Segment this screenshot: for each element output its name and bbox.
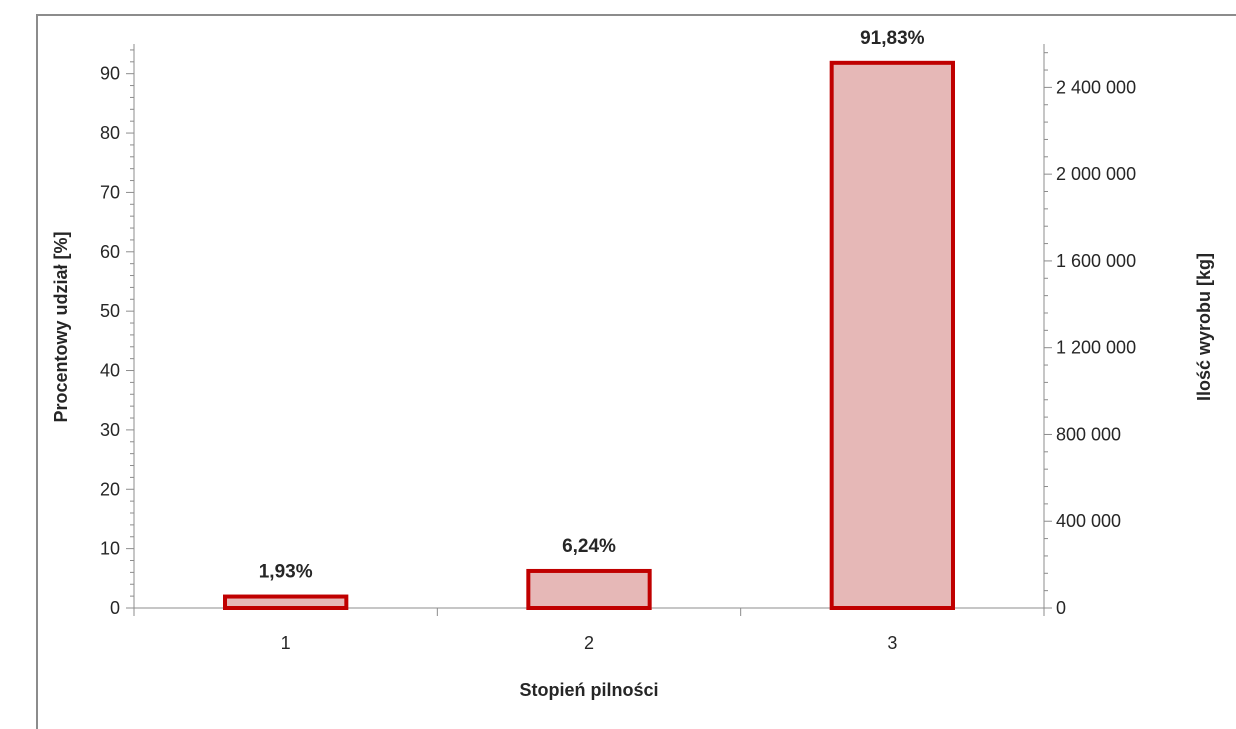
right-tick-label: 2 400 000 [1056, 77, 1136, 97]
data-label: 91,83% [860, 28, 925, 49]
bar-category-2 [526, 568, 652, 610]
bar-series [223, 60, 956, 611]
right-tick-label: 400 000 [1056, 511, 1121, 531]
x-axis-title: Stopień pilności [519, 680, 658, 700]
right-tick-label: 2 000 000 [1056, 164, 1136, 184]
left-y-axis: 0 10 20 30 40 50 60 70 80 90 [100, 44, 135, 618]
right-tick-label: 0 [1056, 598, 1066, 618]
data-label: 6,24% [562, 536, 616, 557]
left-tick-label: 30 [100, 420, 120, 440]
data-label: 1,93% [259, 562, 313, 583]
left-tick-label: 90 [100, 64, 120, 84]
left-tick-label: 40 [100, 361, 120, 381]
right-tick-label: 1 600 000 [1056, 251, 1136, 271]
right-y-axis-title: Ilość wyrobu [kg] [1194, 253, 1214, 401]
left-tick-label: 20 [100, 479, 120, 499]
right-tick-label: 1 200 000 [1056, 338, 1136, 358]
x-tick-label: 3 [887, 633, 897, 653]
right-y-axis: 0 400 000 800 000 1 200 000 1 600 000 2 000 0… [1043, 44, 1136, 618]
left-tick-label: 70 [100, 182, 120, 202]
x-tick-label: 1 [281, 633, 291, 653]
right-tick-label: 800 000 [1056, 424, 1121, 444]
left-tick-label: 10 [100, 539, 120, 559]
x-tick-label: 2 [584, 633, 594, 653]
bar-category-1 [223, 594, 349, 610]
left-tick-label: 60 [100, 242, 120, 262]
left-tick-label: 50 [100, 301, 120, 321]
left-y-axis-title: Procentowy udział [%] [51, 231, 71, 422]
data-labels: 1,93% 6,24% 91,83% [259, 28, 925, 583]
bar-category-3 [829, 60, 956, 611]
x-axis: 1 2 3 [133, 607, 1045, 653]
left-tick-label: 0 [110, 598, 120, 618]
left-tick-label: 80 [100, 123, 120, 143]
chart-frame [36, 14, 1236, 729]
